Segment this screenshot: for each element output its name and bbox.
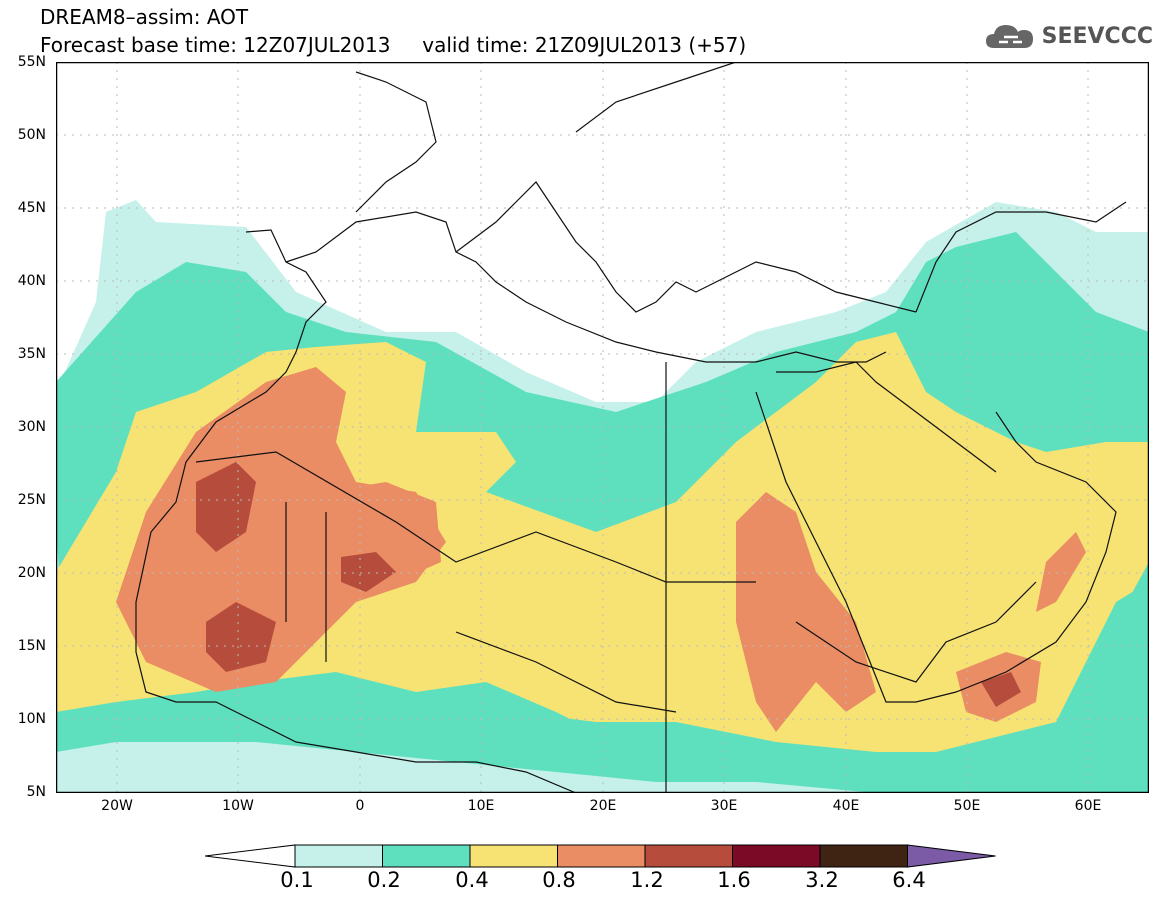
aot-level-0.8-west bbox=[116, 367, 446, 692]
lon-label: 10E bbox=[467, 798, 495, 814]
colorbar-label: 1.2 bbox=[630, 868, 664, 892]
colorbar-label: 0.8 bbox=[542, 868, 576, 892]
map-subtitle: Forecast base time: 12Z07JUL2013 valid t… bbox=[40, 34, 746, 56]
colorbar-box bbox=[644, 844, 733, 868]
colorbar-box bbox=[294, 844, 383, 868]
colorbar-arrow-high bbox=[907, 844, 996, 868]
lat-label: 50N bbox=[17, 127, 46, 143]
colorbar-arrow-low bbox=[205, 844, 296, 868]
lat-label: 25N bbox=[17, 492, 46, 508]
logo: SEEVCCC bbox=[984, 18, 1153, 54]
lat-label: 35N bbox=[17, 346, 46, 362]
lat-label: 15N bbox=[17, 638, 46, 654]
lon-label: 20W bbox=[101, 798, 133, 814]
colorbar-box bbox=[469, 844, 558, 868]
aot-level-0.8-sudan bbox=[736, 492, 876, 732]
aot-level-1.2-niger bbox=[341, 552, 396, 592]
lon-label: 20E bbox=[589, 798, 617, 814]
lon-label: 40E bbox=[832, 798, 860, 814]
lat-label: 55N bbox=[17, 54, 46, 70]
colorbar-label: 3.2 bbox=[805, 868, 839, 892]
aot-fields bbox=[56, 62, 1149, 793]
colorbar-label: 6.4 bbox=[892, 868, 926, 892]
lat-label: 30N bbox=[17, 419, 46, 435]
map-title: DREAM8–assim: AOT bbox=[40, 5, 249, 29]
lat-label: 20N bbox=[17, 565, 46, 581]
lon-label: 60E bbox=[1074, 798, 1102, 814]
colorbar-label: 0.4 bbox=[455, 868, 489, 892]
colorbar-box bbox=[382, 844, 471, 868]
colorbar-box bbox=[732, 844, 821, 868]
aot-level-1.2-yemen bbox=[981, 672, 1021, 707]
coastlines bbox=[135, 62, 1127, 793]
lat-label: 10N bbox=[17, 711, 46, 727]
logo-text: SEEVCCC bbox=[1041, 23, 1153, 49]
lon-label: 50E bbox=[953, 798, 981, 814]
base-time: Forecast base time: 12Z07JUL2013 bbox=[40, 33, 391, 57]
aot-level-0.1-south bbox=[56, 742, 876, 793]
colorbar-label: 0.2 bbox=[367, 868, 401, 892]
lat-label: 45N bbox=[17, 200, 46, 216]
lat-label: 5N bbox=[26, 784, 46, 800]
lon-label: 10W bbox=[222, 798, 254, 814]
aot-map bbox=[56, 62, 1149, 793]
graticule bbox=[56, 62, 1149, 793]
colorbar-label: 1.6 bbox=[717, 868, 751, 892]
valid-time: valid time: 21Z09JUL2013 (+57) bbox=[422, 33, 747, 57]
aot-level-0.2-south bbox=[56, 582, 1149, 793]
aot-level-0.8-arabia bbox=[1036, 532, 1086, 612]
cloud-icon bbox=[985, 25, 1033, 48]
lon-label: 0 bbox=[355, 798, 365, 814]
map-frame bbox=[56, 62, 1149, 793]
colorbar-box bbox=[557, 844, 646, 868]
lat-label: 40N bbox=[17, 273, 46, 289]
aot-level-1.2-mali bbox=[206, 602, 276, 672]
lon-label: 30E bbox=[710, 798, 738, 814]
colorbar bbox=[205, 844, 996, 868]
aot-level-1.2-west bbox=[196, 462, 256, 552]
colorbar-label: 0.1 bbox=[280, 868, 314, 892]
colorbar-box bbox=[819, 844, 908, 868]
